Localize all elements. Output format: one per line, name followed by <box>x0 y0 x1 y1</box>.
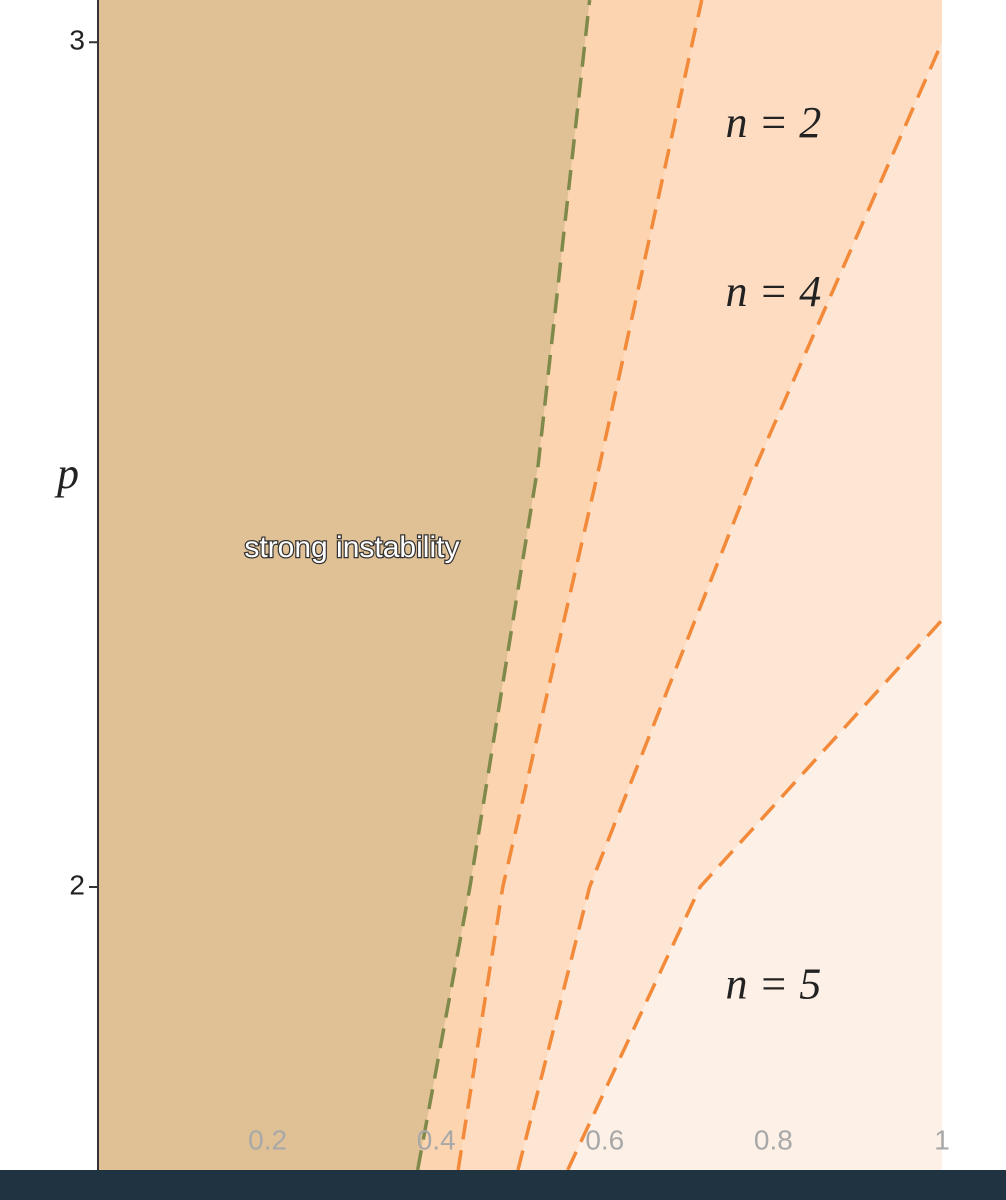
x-tick-label: 0.2 <box>248 1124 287 1155</box>
boundary-curve <box>415 0 592 1170</box>
curves <box>415 0 942 1170</box>
annotation: n = 2 <box>726 98 822 147</box>
region <box>567 620 942 1170</box>
boundary-curve <box>566 618 942 1170</box>
y-tick-label: 2 <box>69 869 85 900</box>
overlay: 2 3 0.2 0.4 0.6 0.8 1 p strong instability n = 2 n… <box>54 0 950 1170</box>
bottom-bar <box>0 1170 1006 1200</box>
annotation: strong instability <box>244 531 459 564</box>
boundary-curve <box>456 0 704 1170</box>
y-axis-label: p <box>54 449 79 498</box>
regions <box>99 0 942 1170</box>
boundary-curve <box>516 41 942 1170</box>
y-tick-label: 3 <box>69 25 85 56</box>
annotation: n = 5 <box>726 959 822 1008</box>
x-tick-label: 1 <box>934 1124 950 1155</box>
annotation: n = 4 <box>726 267 822 316</box>
x-tick-label: 0.8 <box>754 1124 793 1155</box>
x-tick-label: 0.4 <box>417 1124 456 1155</box>
x-tick-label: 0.6 <box>585 1124 624 1155</box>
